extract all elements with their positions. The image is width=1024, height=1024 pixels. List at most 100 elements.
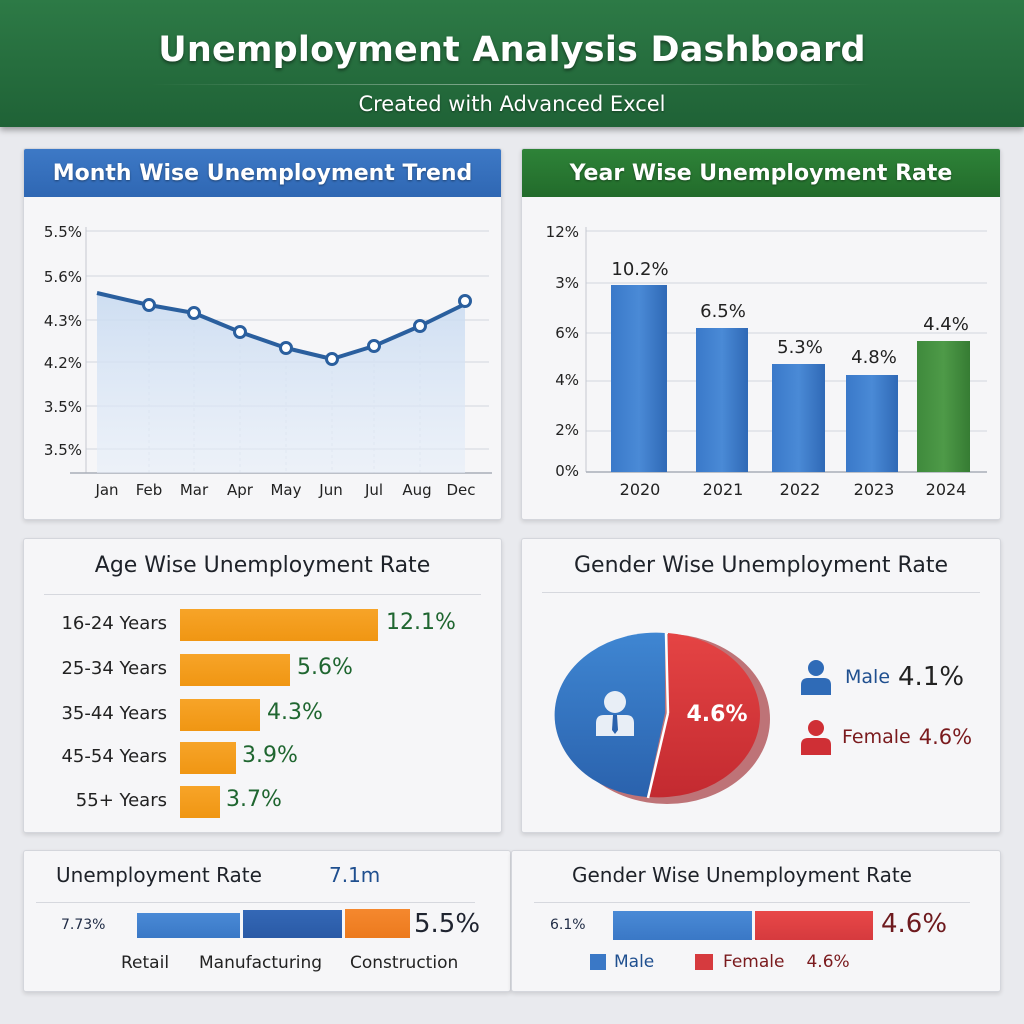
month-trend-card: Month Wise Unemployment Trend <box>23 148 502 520</box>
y-tick: 6% <box>555 324 579 342</box>
gender-bar-title: Gender Wise Unemployment Rate <box>572 863 912 887</box>
legend-label: Male <box>845 666 891 688</box>
trend-area <box>97 293 465 473</box>
age-label: 45-54 Years <box>61 746 167 767</box>
legend-female: Female 4.6% <box>800 717 972 757</box>
pie-slice-female <box>649 633 760 798</box>
x-tick: May <box>270 481 301 499</box>
x-tick: Jun <box>318 481 342 499</box>
legend-value: 4.6% <box>806 952 850 972</box>
sector-right-value: 5.5% <box>414 909 481 939</box>
dashboard-title: Unemployment Analysis Dashboard <box>158 30 866 70</box>
bar-value: 5.3% <box>777 337 823 358</box>
bar-2021 <box>696 328 748 472</box>
year-rate-title: Year Wise Unemployment Rate <box>522 149 1000 197</box>
y-tick: 5.5% <box>44 223 82 241</box>
segment-label: Retail <box>121 953 170 973</box>
bar-value: 10.2% <box>611 259 668 280</box>
title-divider <box>534 902 970 903</box>
age-value: 12.1% <box>386 610 456 635</box>
age-value: 4.3% <box>267 700 323 725</box>
y-tick: 5.6% <box>44 268 82 286</box>
legend-swatch-female <box>695 954 713 970</box>
age-bar-25-34 <box>180 654 290 686</box>
dashboard-header: Unemployment Analysis Dashboard Created … <box>0 0 1024 127</box>
title-divider <box>44 594 481 595</box>
age-rate-title: Age Wise Unemployment Rate <box>94 553 431 578</box>
legend-value: 4.6% <box>918 725 973 749</box>
age-rate-card: Age Wise Unemployment Rate 16-24 Years 1… <box>23 538 502 833</box>
age-label: 35-44 Years <box>61 703 167 724</box>
segment-male <box>613 911 752 940</box>
legend-male: Male 4.1% <box>800 657 964 697</box>
age-label: 16-24 Years <box>61 613 167 634</box>
legend-label: Female <box>723 952 785 972</box>
y-tick: 4% <box>555 371 579 389</box>
gender-left-value: 6.1% <box>550 917 586 933</box>
y-tick: 4.2% <box>44 354 82 372</box>
y-tick: 2% <box>555 421 579 439</box>
x-tick: 2024 <box>926 480 967 499</box>
segment-label: Construction <box>350 953 459 973</box>
age-bar-45-54 <box>180 742 236 774</box>
bar-2022 <box>772 364 825 472</box>
month-trend-line-chart: 5.5% 5.6% 4.3% 4.2% 3.5% 3.5% Jan Feb Ma… <box>44 223 492 499</box>
x-tick: Jan <box>94 481 118 499</box>
sector-rate-card: Unemployment Rate 7.1m 7.73% 5.5% Retail… <box>23 850 511 992</box>
dashboard-subtitle: Created with Advanced Excel <box>358 92 666 116</box>
bar-2024 <box>917 341 970 472</box>
y-tick: 12% <box>546 223 579 241</box>
age-label: 25-34 Years <box>61 658 167 679</box>
legend-swatch-male <box>590 954 606 970</box>
age-bar-55-plus <box>180 786 220 818</box>
gender-bar-card: Gender Wise Unemployment Rate 6.1% 4.6% … <box>511 850 1001 992</box>
gender-rate-card: Gender Wise Unemployment Rate 4.6% <box>521 538 1001 833</box>
bar-2023 <box>846 375 898 472</box>
x-tick: Dec <box>446 481 475 499</box>
bar-value: 6.5% <box>700 301 746 322</box>
segment-construction <box>345 909 410 938</box>
person-icon-female <box>801 720 831 755</box>
x-tick: Apr <box>227 481 254 499</box>
age-value: 3.9% <box>242 743 298 768</box>
title-divider <box>36 902 475 903</box>
y-tick: 3% <box>555 274 579 292</box>
segment-manufacturing <box>243 910 342 938</box>
bar-value: 4.8% <box>851 347 897 368</box>
segment-label: Manufacturing <box>199 953 323 973</box>
bar-2020 <box>611 285 667 472</box>
year-rate-bar-chart: 12% 3% 6% 4% 2% 0% 10.2% 6.5% 5.3% 4.8% … <box>546 223 987 499</box>
x-tick: 2023 <box>854 480 895 499</box>
gender-pie-chart: 4.6% <box>554 632 770 804</box>
sector-headline-value: 7.1m <box>329 863 381 887</box>
y-tick: 3.5% <box>44 441 82 459</box>
legend-male: Male <box>590 952 654 972</box>
year-rate-card: Year Wise Unemployment Rate 12% 3% 6% 4%… <box>521 148 1001 520</box>
sector-left-value: 7.73% <box>61 917 106 933</box>
title-divider <box>542 592 980 593</box>
legend-label: Male <box>614 952 655 972</box>
x-tick: Mar <box>180 481 209 499</box>
header-divider <box>150 84 874 85</box>
y-tick: 3.5% <box>44 398 82 416</box>
pie-slice-male <box>554 632 665 797</box>
segment-female <box>755 911 873 940</box>
age-bar-16-24 <box>180 609 378 641</box>
age-value: 5.6% <box>297 655 353 680</box>
age-bar-35-44 <box>180 699 260 731</box>
legend-value: 4.1% <box>898 662 965 692</box>
pie-slice-label: 4.6% <box>686 702 747 727</box>
x-tick: 2022 <box>780 480 821 499</box>
age-value: 3.7% <box>226 787 282 812</box>
x-tick: 2021 <box>703 480 744 499</box>
y-tick: 0% <box>555 462 579 480</box>
x-tick: 2020 <box>620 480 661 499</box>
x-tick: Aug <box>402 481 431 499</box>
bar-value: 4.4% <box>923 314 969 335</box>
trend-markers <box>142 294 472 366</box>
gender-rate-title: Gender Wise Unemployment Rate <box>574 553 948 578</box>
gender-right-value: 4.6% <box>881 909 948 939</box>
legend-female: Female 4.6% <box>695 952 850 972</box>
sector-rate-title: Unemployment Rate <box>56 863 262 887</box>
businessman-icon <box>596 691 634 736</box>
